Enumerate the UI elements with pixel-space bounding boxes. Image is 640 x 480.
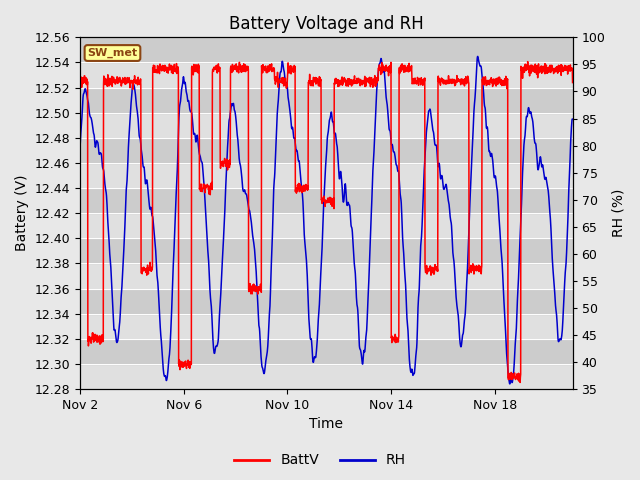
Bar [80,213,573,239]
Title: Battery Voltage and RH: Battery Voltage and RH [229,15,424,33]
Bar [80,87,573,113]
Bar [80,62,573,87]
Y-axis label: Battery (V): Battery (V) [15,175,29,252]
Bar [80,37,573,62]
Bar [80,288,573,314]
X-axis label: Time: Time [309,418,343,432]
Bar [80,138,573,163]
Y-axis label: RH (%): RH (%) [611,189,625,238]
Bar [80,113,573,138]
Bar [80,364,573,389]
Bar [80,314,573,339]
Bar [80,188,573,213]
Text: SW_met: SW_met [88,48,138,58]
Bar [80,163,573,188]
Legend: BattV, RH: BattV, RH [229,448,411,473]
Bar [80,264,573,288]
Bar [80,339,573,364]
Bar [80,239,573,264]
